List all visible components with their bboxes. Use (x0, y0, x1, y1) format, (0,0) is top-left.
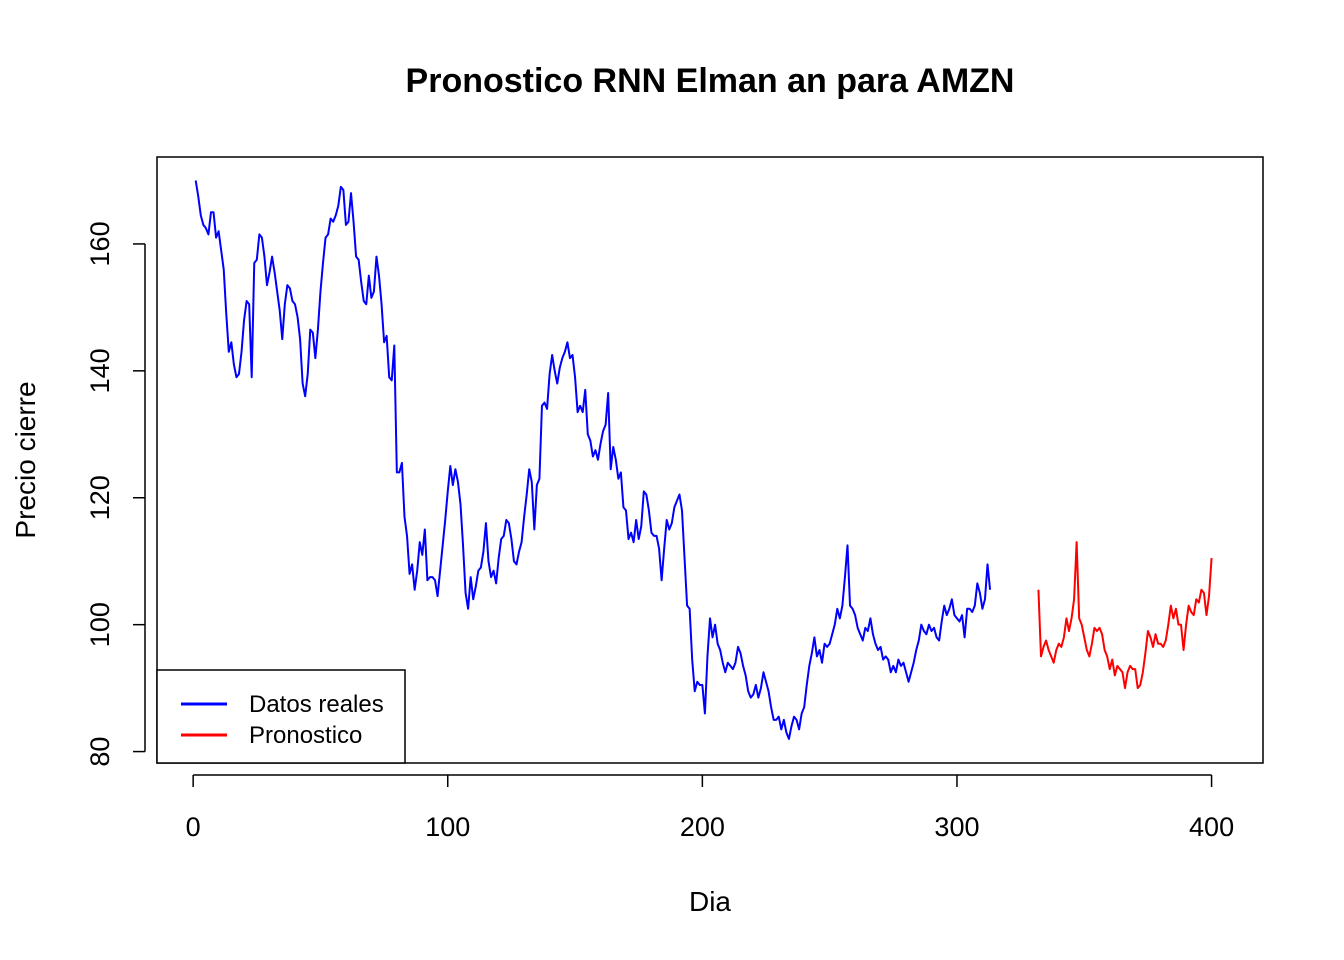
x-tick-label: 100 (425, 812, 470, 842)
y-tick-label: 100 (85, 602, 115, 647)
chart-title: Pronostico RNN Elman an para AMZN (406, 62, 1015, 100)
series-line-pronostico (1037, 541, 1213, 690)
y-tick-label: 140 (85, 348, 115, 393)
x-tick-label: 0 (186, 812, 201, 842)
y-axis-label: Precio cierre (10, 381, 41, 538)
y-tick-label: 120 (85, 475, 115, 520)
legend-label-pronostico: Pronostico (249, 722, 362, 749)
x-axis-label: Dia (689, 886, 731, 917)
legend-label-datos-reales: Datos reales (249, 691, 384, 718)
y-tick-label: 80 (85, 737, 115, 767)
legend-box (156, 669, 406, 764)
x-axis: 0 100 200 300 400 (186, 774, 1234, 842)
x-tick-label: 300 (934, 812, 979, 842)
y-tick-label: 160 (85, 221, 115, 266)
x-tick-label: 200 (680, 812, 725, 842)
plot-frame (156, 156, 1264, 764)
series-layer (194, 180, 1213, 740)
legend: Datos reales Pronostico (156, 669, 406, 764)
y-axis: 80 100 120 140 160 (85, 221, 146, 767)
series-line-datos-reales (194, 180, 992, 740)
x-tick-label: 400 (1189, 812, 1234, 842)
